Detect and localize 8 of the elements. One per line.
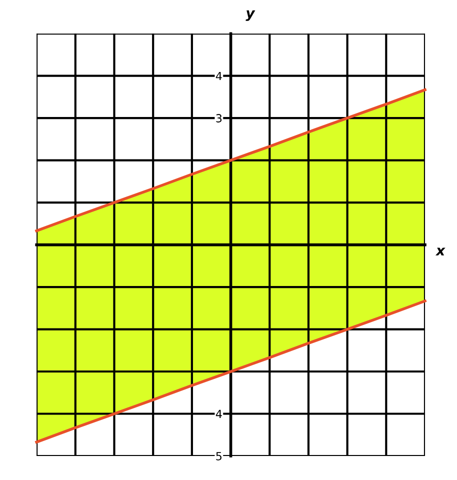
y-tick-label: 4 bbox=[216, 72, 222, 80]
y-axis-title: y bbox=[246, 10, 256, 21]
line-series bbox=[35, 88, 426, 232]
y-tick-label: 3 bbox=[216, 114, 222, 122]
line-series bbox=[35, 300, 426, 444]
x-axis-title: x bbox=[436, 248, 446, 256]
y-tick-label: 4 bbox=[216, 410, 222, 418]
y-tick-label: 5 bbox=[216, 452, 222, 460]
